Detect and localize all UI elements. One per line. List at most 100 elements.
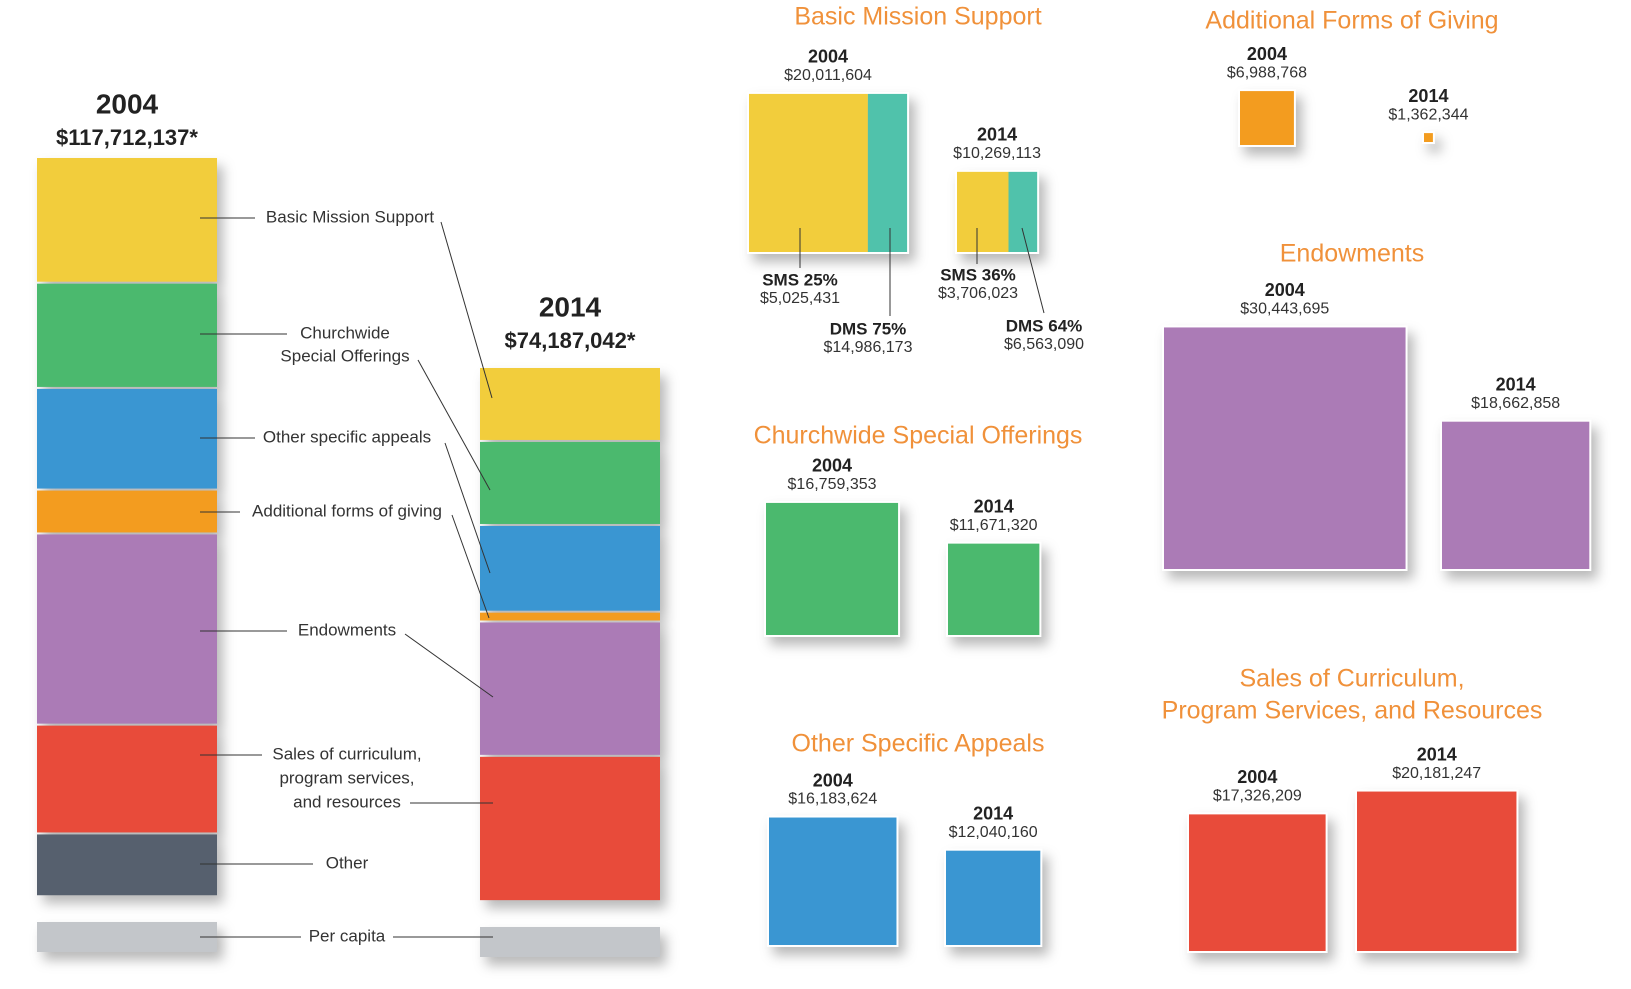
square-amount: $30,443,695 [1240, 301, 1329, 318]
square [1238, 89, 1296, 148]
column-year: 2004 [96, 88, 159, 119]
column-total: $74,187,042* [505, 328, 636, 353]
square-amount: $20,181,247 [1392, 765, 1481, 782]
stack-segment [37, 388, 217, 489]
square-year: 2004 [813, 770, 853, 790]
stack-segment [37, 283, 217, 387]
square-group [767, 815, 899, 947]
legend-label: Churchwide [300, 323, 390, 342]
square-amount: $6,988,768 [1227, 64, 1307, 81]
square-part [748, 92, 868, 253]
split-name: SMS 25% [762, 270, 838, 289]
square [1187, 812, 1328, 953]
split-name: DMS 64% [1006, 316, 1083, 335]
stack-segment [480, 612, 660, 621]
legend-label: and resources [293, 792, 401, 811]
square-group [1422, 131, 1435, 144]
panel-title: Other Specific Appeals [792, 730, 1045, 758]
square-year: 2014 [1408, 86, 1448, 106]
stack-segment [37, 834, 217, 896]
panel-title: Churchwide Special Offerings [754, 422, 1083, 450]
square [946, 541, 1042, 638]
square-year: 2014 [1417, 744, 1457, 764]
leader-line [440, 221, 493, 399]
stack-segment [37, 158, 217, 282]
leader-line [417, 359, 491, 491]
square [1162, 325, 1408, 571]
square [944, 848, 1043, 947]
square [1422, 131, 1435, 144]
panel-title: Program Services, and Resources [1162, 697, 1543, 725]
legend-label: Other [326, 853, 369, 872]
stack-segment [480, 756, 660, 901]
square-amount: $17,326,209 [1213, 788, 1302, 805]
stack [37, 158, 217, 952]
stack-segment [480, 368, 660, 440]
stack-segment [37, 725, 217, 833]
square-year: 2014 [973, 803, 1013, 823]
square-part [1008, 170, 1039, 253]
square-amount: $16,183,624 [788, 791, 877, 808]
square-year: 2014 [1496, 374, 1536, 394]
square-part [956, 170, 1009, 253]
legend-label: Endowments [298, 620, 396, 639]
square-group [946, 541, 1042, 638]
square-group [1187, 812, 1328, 953]
legend-label: Per capita [309, 926, 386, 945]
panel-title: Additional Forms of Giving [1205, 7, 1498, 35]
stack-segment [37, 534, 217, 724]
square [1355, 789, 1519, 954]
square [764, 500, 901, 637]
legend-label: Special Offerings [280, 346, 409, 365]
square-amount: $1,362,344 [1388, 106, 1468, 123]
column-total: $117,712,137* [56, 125, 198, 150]
stack-segment [480, 441, 660, 524]
split-amount: $6,563,090 [1004, 336, 1084, 353]
legend-label: Additional forms of giving [252, 501, 442, 520]
legend-label: Basic Mission Support [266, 207, 434, 226]
square-outline [747, 91, 910, 254]
split-amount: $5,025,431 [760, 290, 840, 307]
panel-title: Sales of Curriculum, [1239, 665, 1464, 693]
square-group [1162, 325, 1408, 571]
stack-segment [37, 490, 217, 533]
legend-label: program services, [279, 768, 414, 787]
square-part [867, 92, 909, 253]
stack [480, 368, 660, 957]
square-outline [955, 169, 1040, 254]
split-amount: $14,986,173 [824, 339, 913, 356]
square-year: 2004 [812, 456, 852, 476]
square-group [1238, 89, 1296, 148]
panel-title: Endowments [1280, 240, 1425, 268]
square-group [1355, 789, 1519, 954]
stack-segment [480, 525, 660, 611]
square-group [747, 91, 910, 254]
leader-line [1021, 227, 1045, 314]
square [1440, 419, 1592, 571]
leader-line [451, 514, 490, 619]
square-amount: $16,759,353 [788, 476, 877, 493]
square-year: 2004 [1237, 767, 1277, 787]
square-group [944, 848, 1043, 947]
square-amount: $10,269,113 [953, 145, 1041, 162]
legend-label: Sales of curriculum, [272, 744, 421, 763]
square-year: 2014 [977, 125, 1017, 145]
split-name: SMS 36% [940, 265, 1016, 284]
square-amount: $11,671,320 [950, 517, 1038, 534]
panel-title: Basic Mission Support [794, 3, 1041, 31]
split-amount: $3,706,023 [938, 285, 1018, 302]
square-year: 2004 [808, 47, 848, 67]
square-group [764, 500, 901, 637]
square [767, 815, 899, 947]
split-name: DMS 75% [830, 319, 907, 338]
square-amount: $18,662,858 [1471, 395, 1560, 412]
square-year: 2004 [1265, 280, 1305, 300]
leader-line [444, 442, 491, 574]
legend-label: Other specific appeals [263, 427, 431, 446]
square-year: 2004 [1247, 44, 1287, 64]
column-year: 2014 [539, 291, 602, 322]
stack-segment [480, 622, 660, 755]
per-capita-strip [37, 922, 217, 952]
square-year: 2014 [974, 496, 1014, 516]
